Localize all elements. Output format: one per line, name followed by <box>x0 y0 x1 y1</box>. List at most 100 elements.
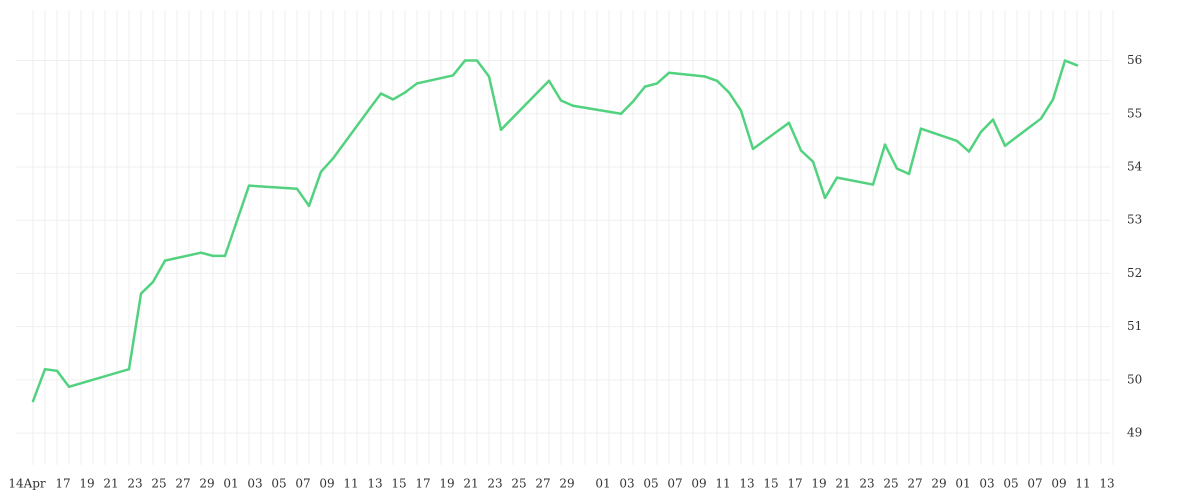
line-segment <box>319 157 335 174</box>
line-segment <box>199 251 215 258</box>
y-tick-label: 50 <box>1127 372 1142 386</box>
line-segment <box>715 79 731 94</box>
y-tick-label: 53 <box>1127 213 1142 227</box>
line-segment <box>307 170 323 208</box>
line-segment <box>907 127 923 176</box>
line-segment <box>499 79 551 131</box>
line-segment <box>67 367 131 389</box>
line-segment <box>823 176 839 200</box>
line-segment <box>1003 117 1043 147</box>
line-segment <box>475 59 491 78</box>
line-segment <box>547 79 563 102</box>
line-segment <box>667 71 707 78</box>
y-tick-label: 52 <box>1127 266 1142 280</box>
line-segment <box>247 184 299 191</box>
x-tick-label: 05 <box>271 477 286 491</box>
x-tick-label: 03 <box>247 477 262 491</box>
y-tick-label: 51 <box>1127 319 1142 333</box>
line-segment <box>955 139 971 153</box>
line-segment <box>43 367 59 373</box>
line-segment <box>451 59 467 77</box>
line-segment <box>895 167 911 176</box>
x-tick-label: 01 <box>223 477 238 491</box>
x-tick-label: 15 <box>391 477 406 491</box>
line-segment <box>655 71 671 85</box>
line-segment <box>163 251 203 262</box>
line-segment <box>739 109 755 151</box>
x-tick-label: 19 <box>811 477 826 491</box>
line-segment <box>331 108 371 160</box>
x-tick-label: 05 <box>1003 477 1018 491</box>
line-segment <box>979 118 995 134</box>
x-tick-label: 21 <box>103 477 118 491</box>
x-tick-label: 23 <box>487 477 502 491</box>
line-segment <box>799 149 815 163</box>
line-segment <box>571 104 623 116</box>
line-segment <box>727 91 743 112</box>
x-tick-label: 25 <box>511 477 526 491</box>
x-tick-label: 07 <box>1027 477 1042 491</box>
line-segment <box>391 91 407 101</box>
x-tick-label: 23 <box>859 477 874 491</box>
line-segment <box>55 369 71 389</box>
line-segment <box>835 176 875 186</box>
x-tick-label: 27 <box>175 477 190 491</box>
x-tick-label: 19 <box>439 477 454 491</box>
line-segment <box>487 75 503 131</box>
line-segment <box>415 74 455 85</box>
x-tick-label: 29 <box>559 477 574 491</box>
x-tick-label: 13 <box>1099 477 1114 491</box>
x-tick-label: 17 <box>415 477 430 491</box>
x-tick-label: 07 <box>295 477 310 491</box>
x-tick-label: 09 <box>1051 477 1066 491</box>
x-tick-label: 11 <box>343 477 358 491</box>
x-tick-label: 11 <box>715 477 730 491</box>
x-tick-label: 23 <box>127 477 142 491</box>
y-tick-label: 54 <box>1127 159 1143 173</box>
line-segment <box>127 292 143 371</box>
line-segment <box>991 118 1007 147</box>
x-tick-label: 29 <box>931 477 946 491</box>
line-segment <box>367 92 383 111</box>
line-segment <box>403 82 419 94</box>
x-tick-label: 01 <box>595 477 610 491</box>
line-segment <box>967 130 983 153</box>
line-segment <box>751 121 791 151</box>
line-segment <box>295 187 311 208</box>
x-tick-label: 25 <box>883 477 898 491</box>
line-segment <box>559 99 575 108</box>
line-segment <box>1063 59 1079 67</box>
x-tick-label: 17 <box>787 477 802 491</box>
x-tick-label: 05 <box>643 477 658 491</box>
y-tick-label: 55 <box>1127 106 1142 120</box>
y-tick-label: 49 <box>1127 426 1142 440</box>
x-tick-label: 14Apr <box>8 477 46 491</box>
line-segment <box>379 92 395 101</box>
x-tick-label: 29 <box>199 477 214 491</box>
x-tick-label: 27 <box>535 477 550 491</box>
line-segment <box>883 143 899 170</box>
line-segment <box>1051 59 1067 101</box>
x-tick-label: 11 <box>1075 477 1090 491</box>
line-segment <box>643 82 659 88</box>
line-segment <box>223 184 251 258</box>
x-tick-label: 21 <box>835 477 850 491</box>
x-tick-label: 15 <box>763 477 778 491</box>
line-segment <box>619 100 635 116</box>
x-tick-label: 09 <box>319 477 334 491</box>
line-segment <box>871 143 887 186</box>
x-tick-label: 07 <box>667 477 682 491</box>
line-segment <box>151 259 167 284</box>
line-segment <box>31 367 47 403</box>
line-segment <box>811 160 827 200</box>
x-tick-label: 13 <box>367 477 382 491</box>
line-segment <box>139 280 155 295</box>
line-segment <box>703 75 719 83</box>
x-tick-label: 03 <box>979 477 994 491</box>
x-tick-label: 09 <box>691 477 706 491</box>
line-segment <box>1039 98 1055 120</box>
line-segment <box>631 85 647 103</box>
y-tick-label: 56 <box>1127 53 1142 67</box>
x-tick-label: 19 <box>79 477 94 491</box>
